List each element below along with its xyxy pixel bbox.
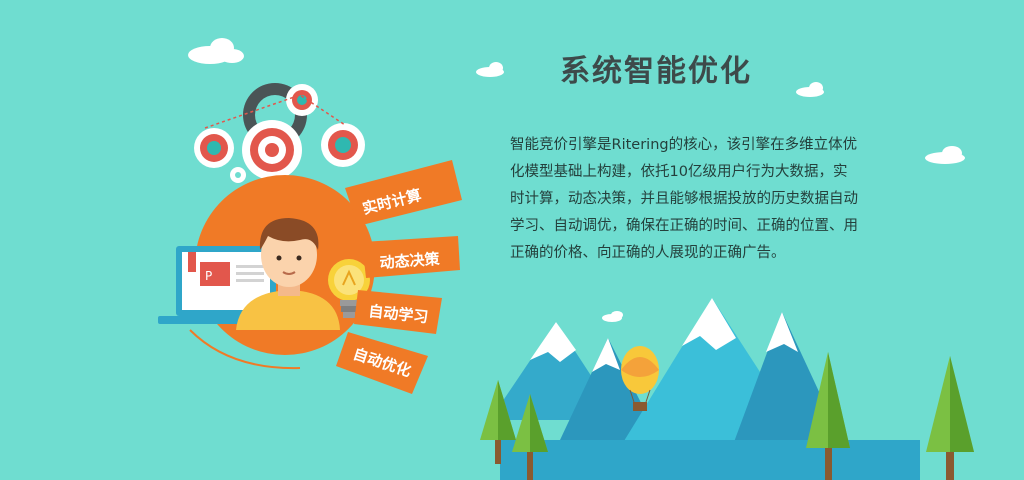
description-text: 智能竞价引擎是Ritering的核心，该引擎在多维立体优化模型基础上构建，依托1… — [510, 137, 858, 261]
tag-ribbon: 动态决策 — [362, 236, 460, 278]
cloud-icon — [796, 82, 824, 97]
tree-icon — [806, 352, 850, 480]
gear-icon — [321, 123, 365, 167]
gear-icon — [242, 120, 302, 180]
tag-ribbon: 自动学习 — [354, 290, 442, 334]
hot-air-balloon-icon — [621, 346, 659, 411]
ground-band — [500, 440, 920, 480]
tree-icon — [480, 380, 516, 464]
page-title: 系统智能优化 — [560, 54, 752, 89]
disc-ring — [189, 329, 301, 370]
cloud-icon — [925, 146, 965, 164]
gear-icon — [230, 167, 246, 183]
tag-ribbon: 自动优化 — [336, 332, 428, 394]
cloud-icon — [476, 62, 504, 77]
gear-icon — [194, 128, 234, 168]
tag-label: 动态决策 — [379, 250, 441, 272]
tag-ribbon: 实时计算 — [345, 160, 462, 226]
cloud-icon — [188, 38, 244, 64]
svg-text:P: P — [205, 269, 212, 283]
mountain-icon — [560, 338, 660, 440]
gear-icon — [286, 84, 318, 116]
person-icon — [236, 218, 340, 330]
tree-icon — [512, 394, 548, 480]
cloud-icon — [602, 311, 623, 322]
tree-icon — [926, 356, 974, 480]
